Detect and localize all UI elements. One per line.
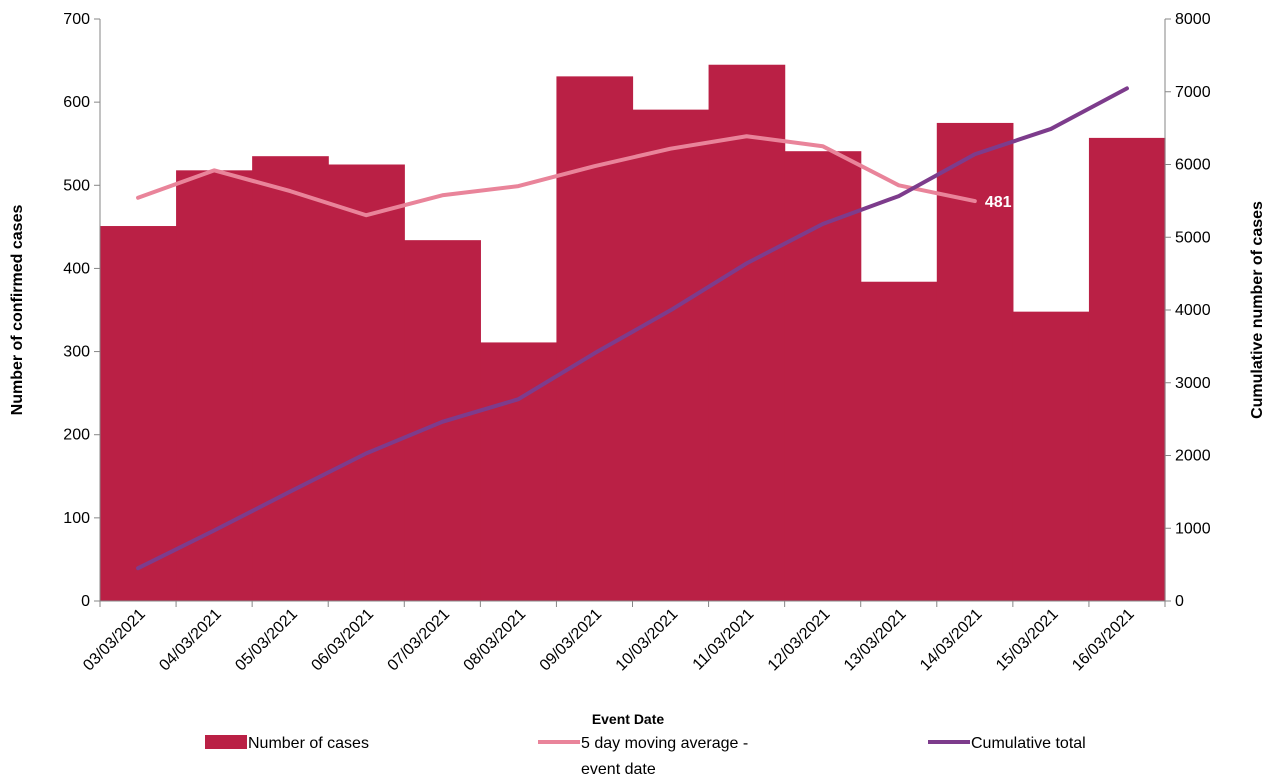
- y2-tick-label: 5000: [1175, 229, 1211, 246]
- labels-layer: 481: [985, 194, 1012, 211]
- legend: Number of cases 5 day moving average - eve…: [205, 735, 1086, 778]
- series-line-moving-average: [136, 134, 977, 218]
- y-axis-title: Number of confirmed cases: [9, 205, 26, 416]
- y2-tick-label: 2000: [1175, 448, 1211, 465]
- y2-tick-label: 3000: [1175, 375, 1211, 392]
- bar-05-03-2021: [252, 156, 329, 601]
- x-tick-label: 13/03/2021: [841, 606, 910, 675]
- y-tick-label: 100: [63, 510, 90, 527]
- x-axis-title: Event Date: [592, 711, 665, 727]
- series-line-cumulative-total: [136, 86, 1129, 571]
- y2-tick-label: 4000: [1175, 302, 1211, 319]
- legend-swatch-bar: [205, 735, 247, 749]
- x-tick-label: 16/03/2021: [1069, 606, 1138, 675]
- y-tick-label: 300: [63, 344, 90, 361]
- data-label-moving-average: 481: [985, 194, 1012, 211]
- bar-15-03-2021: [1012, 311, 1090, 601]
- y2-tick-label: 0: [1175, 593, 1184, 610]
- x-tick-label: 06/03/2021: [308, 606, 377, 675]
- lines-layer: [136, 86, 1129, 571]
- x-tick-label: 08/03/2021: [461, 606, 530, 675]
- legend-label: Cumulative total: [971, 735, 1086, 752]
- bar-06-03-2021: [328, 164, 405, 601]
- x-tick-label: 09/03/2021: [537, 606, 606, 675]
- y2-tick-label: 8000: [1175, 11, 1211, 28]
- bar-16-03-2021: [1088, 137, 1166, 601]
- x-tick-label: 03/03/2021: [80, 606, 149, 675]
- legend-item-2: 5 day moving average - event date: [538, 735, 748, 778]
- bar-12-03-2021: [784, 151, 862, 601]
- bar-10-03-2021: [632, 109, 710, 601]
- x-tick-label: 07/03/2021: [385, 606, 454, 675]
- bar-13-03-2021: [860, 281, 938, 601]
- legend-label: Number of cases: [248, 735, 369, 752]
- x-tick-label: 14/03/2021: [917, 606, 986, 675]
- bar-03-03-2021: [100, 226, 177, 601]
- x-tick-label: 10/03/2021: [613, 606, 682, 675]
- y2-tick-label: 7000: [1175, 84, 1211, 101]
- bar-11-03-2021: [708, 64, 786, 602]
- bar-04-03-2021: [176, 170, 253, 601]
- x-tick-label: 15/03/2021: [993, 606, 1062, 675]
- legend-item-3: Cumulative total: [928, 735, 1086, 752]
- legend-label: event date: [581, 761, 656, 778]
- y-tick-label: 400: [63, 260, 90, 277]
- legend-label: 5 day moving average -: [581, 735, 748, 752]
- y-tick-label: 200: [63, 427, 90, 444]
- legend-item-1: Number of cases: [205, 735, 369, 752]
- y-tick-label: 0: [81, 593, 90, 610]
- y-tick-label: 500: [63, 177, 90, 194]
- x-tick-label: 11/03/2021: [690, 606, 758, 674]
- x-tick-label: 12/03/2021: [765, 606, 834, 675]
- x-tick-label: 05/03/2021: [232, 606, 301, 675]
- y-tick-label: 600: [63, 94, 90, 111]
- y2-axis-title: Cumulative number of cases: [1249, 201, 1266, 419]
- y2-tick-label: 6000: [1175, 157, 1211, 174]
- y2-tick-label: 1000: [1175, 520, 1211, 537]
- x-tick-label: 04/03/2021: [156, 606, 225, 675]
- y-tick-label: 700: [63, 11, 90, 28]
